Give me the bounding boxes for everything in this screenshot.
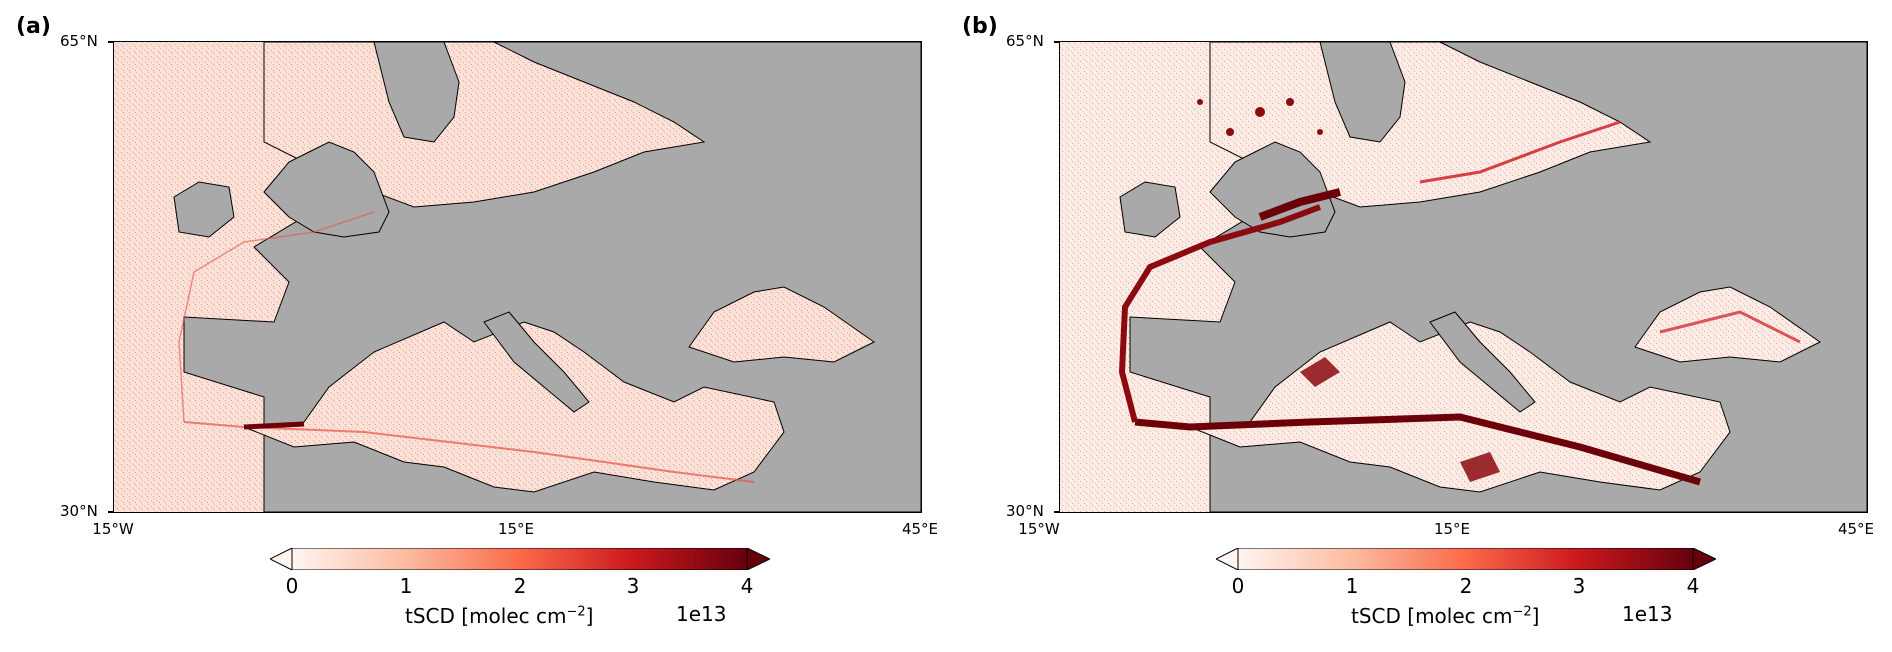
black-sea	[688, 286, 875, 363]
italy	[483, 311, 590, 413]
emission-hotspot	[1286, 98, 1294, 106]
panel-letter: (b)	[962, 14, 998, 39]
shipping-lane	[1659, 310, 1801, 344]
colorbar-tick: 1	[1345, 574, 1359, 598]
emission-hotspot	[1255, 107, 1265, 117]
colorbar-label: tSCD [molec cm−2]	[405, 604, 594, 628]
colorbar-gradient	[1237, 548, 1694, 570]
shipping-lane	[1118, 204, 1322, 423]
map-svg	[114, 42, 921, 512]
colorbar-tick: 2	[513, 574, 527, 598]
colorbar-extend-max	[746, 548, 770, 570]
lon-label-mid: 15°E	[1433, 520, 1471, 538]
colorbar-tick: 1	[399, 574, 413, 598]
ireland	[173, 181, 235, 238]
mediterranean-sea	[243, 321, 785, 493]
colorbar	[270, 548, 770, 570]
colorbar-extend-min	[270, 548, 293, 570]
tick-mark	[108, 41, 113, 43]
map-svg	[1060, 42, 1867, 512]
colorbar-tick: 2	[1459, 574, 1473, 598]
black-sea	[1634, 286, 1821, 363]
colorbar-tick: 3	[626, 574, 640, 598]
tick-mark	[1054, 41, 1059, 43]
lon-label-left: 15°W	[1018, 520, 1060, 538]
italy	[1429, 311, 1536, 413]
emission-hotspot	[1226, 128, 1234, 136]
coastal-plume	[1300, 357, 1340, 387]
lat-label-bottom: 30°N	[1006, 502, 1044, 520]
colorbar-label: tSCD [molec cm−2]	[1351, 604, 1540, 628]
colorbar-tick: 0	[1231, 574, 1245, 598]
colorbar-exponent: 1e13	[1622, 602, 1673, 626]
scandinavia	[1319, 42, 1406, 143]
shipping-lane	[183, 421, 755, 483]
lon-label-right: 45°E	[901, 520, 939, 538]
british-isles	[263, 141, 390, 238]
ireland	[1119, 181, 1181, 238]
panel-letter: (a)	[16, 14, 51, 39]
panel-a: (a)	[16, 14, 939, 628]
shipping-lane	[178, 211, 375, 423]
colorbar-tick: 4	[1686, 574, 1700, 598]
emission-hotspot	[1317, 129, 1323, 135]
tick-mark	[108, 511, 113, 513]
lon-label-mid: 15°E	[497, 520, 535, 538]
coastal-plume	[1460, 452, 1500, 482]
shipping-lane	[1258, 188, 1341, 221]
colorbar-tick: 3	[1572, 574, 1586, 598]
colorbar-exponent: 1e13	[676, 602, 727, 626]
map-frame	[113, 41, 922, 513]
colorbar	[1216, 548, 1716, 570]
colorbar-extend-min	[1216, 548, 1239, 570]
lat-label-top: 65°N	[60, 32, 98, 50]
shipping-lane	[1419, 120, 1621, 184]
map-frame	[1059, 41, 1868, 513]
lat-label-top: 65°N	[1006, 32, 1044, 50]
lon-label-left: 15°W	[92, 520, 134, 538]
shipping-lane	[1134, 413, 1701, 486]
colorbar-tick: 0	[285, 574, 299, 598]
panel-b: (b)	[946, 0, 1892, 652]
lat-label-bottom: 30°N	[60, 502, 98, 520]
colorbar-extend-max	[1692, 548, 1716, 570]
colorbar-tick: 4	[740, 574, 754, 598]
colorbar-gradient	[291, 548, 748, 570]
shipping-lane	[243, 421, 305, 430]
scandinavia	[373, 42, 460, 143]
lon-label-right: 45°E	[1837, 520, 1875, 538]
tick-mark	[1054, 511, 1059, 513]
emission-hotspot	[1197, 99, 1203, 105]
